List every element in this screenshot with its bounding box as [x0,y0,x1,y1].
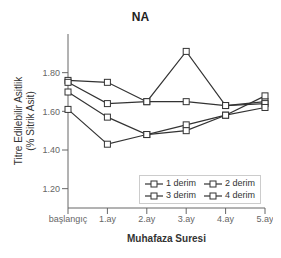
svg-text:2.ay: 2.ay [138,214,156,224]
html-text:4 derim: 4 derim [225,190,255,200]
svg-text:3.ay: 3.ay [178,214,196,224]
svg-text:1.ay: 1.ay [99,214,117,224]
html-text:NA: NA [131,10,150,24]
svg-text:1.40: 1.40 [42,145,60,155]
svg-text:Titre Edilebilir Asitlik(% Sit: Titre Edilebilir Asitlik(% Sitrik Asit) [13,76,36,166]
svg-text:1.60: 1.60 [42,107,60,117]
html-text:2 derim: 2 derim [225,178,255,188]
svg-text:4.ay: 4.ay [217,214,235,224]
html-text:3 derim: 3 derim [166,190,196,200]
svg-text:1.80: 1.80 [42,68,60,78]
svg-text:1.20: 1.20 [42,184,60,194]
svg-text:başlangıç: başlangıç [49,214,88,224]
html-text:1 derim: 1 derim [166,178,196,188]
svg-text:5.ay: 5.ay [256,214,273,224]
svg-text:Muhafaza Suresi: Muhafaza Suresi [127,233,206,244]
